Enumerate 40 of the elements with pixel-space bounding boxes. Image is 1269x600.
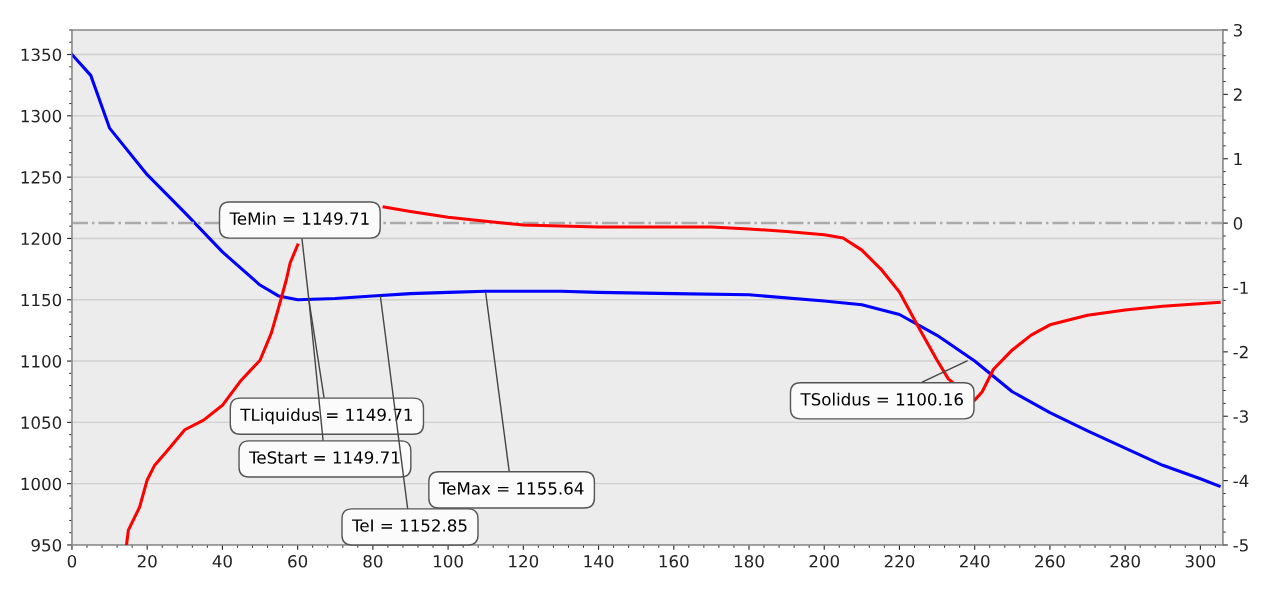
x-tick-label: 140 xyxy=(584,555,614,568)
x-tick-label: 260 xyxy=(1035,555,1065,568)
y2-tick-label: 2 xyxy=(1233,88,1242,101)
x-tick-label: 120 xyxy=(509,555,539,568)
x-tick-label: 180 xyxy=(734,555,764,568)
annotation: TeMin = 1149.71 xyxy=(229,211,369,225)
annotation: TLiquidus = 1149.71 xyxy=(240,408,412,425)
y2-tick-label: 3 xyxy=(1233,23,1242,37)
y-tick-label: 1000 xyxy=(21,477,62,491)
y-tick-label: 1250 xyxy=(21,171,62,184)
x-tick-label: 300 xyxy=(1185,555,1216,568)
x-tick-label: 280 xyxy=(1110,555,1140,568)
x-tick-label: 160 xyxy=(659,555,689,568)
annotation: TeStart = 1149.71 xyxy=(248,451,400,464)
x-tick-label: 240 xyxy=(960,555,990,568)
x-tick-label: 60 xyxy=(288,555,308,568)
y-tick-label: 1050 xyxy=(21,416,62,429)
y2-tick-label: 0 xyxy=(1233,217,1243,230)
x-tick-label: 80 xyxy=(363,555,383,568)
y-tick-label: 1100 xyxy=(21,355,62,368)
annotation: TeI = 1152.85 xyxy=(351,519,467,532)
y-tick-label: 1150 xyxy=(21,293,62,307)
annotation: TSolidus = 1100.16 xyxy=(800,392,963,406)
x-tick-label: 0 xyxy=(67,555,77,568)
x-tick-label: 200 xyxy=(809,555,840,568)
y-tick-label: 1200 xyxy=(21,232,62,246)
x-tick-label: 220 xyxy=(884,555,915,568)
y-tick-label: 1300 xyxy=(21,109,62,123)
x-tick-label: 40 xyxy=(212,555,232,568)
y2-tick-label: -5 xyxy=(1233,539,1248,552)
y2-tick-label: -2 xyxy=(1233,345,1248,359)
annotation: TeMax = 1155.64 xyxy=(438,482,584,495)
y2-tick-label: -1 xyxy=(1233,281,1248,294)
x-tick-label: 100 xyxy=(434,555,463,568)
y2-tick-label: -4 xyxy=(1233,474,1249,487)
y-tick-label: 950 xyxy=(31,538,62,552)
y2-tick-label: -3 xyxy=(1233,410,1248,423)
x-tick-label: 20 xyxy=(137,555,157,568)
y2-tick-label: 1 xyxy=(1234,152,1242,166)
y-tick-label: 1350 xyxy=(21,48,62,62)
